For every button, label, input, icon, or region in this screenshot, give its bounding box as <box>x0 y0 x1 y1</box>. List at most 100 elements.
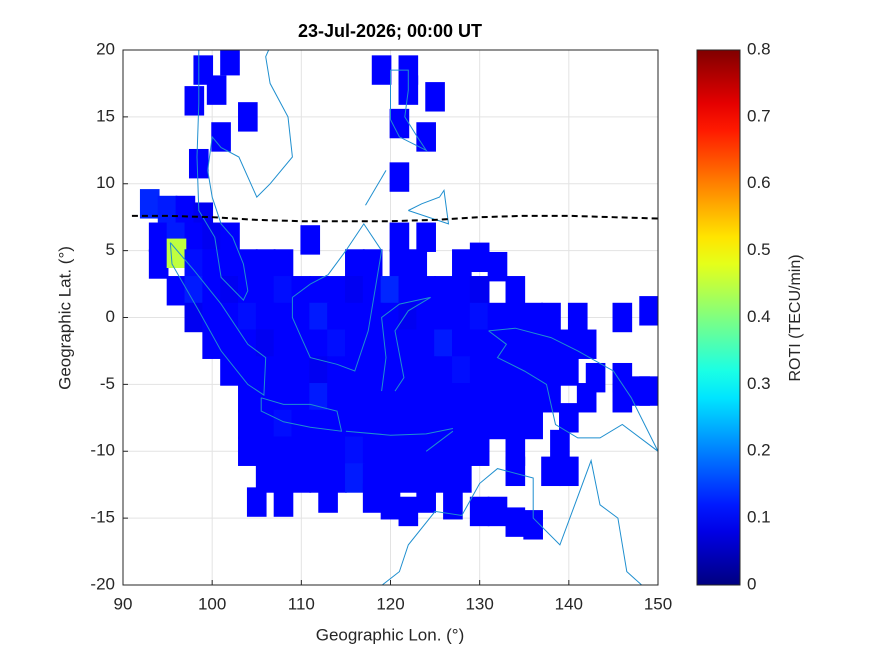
roti-cell <box>238 356 258 386</box>
roti-cell <box>273 302 294 333</box>
roti-cell <box>291 409 312 440</box>
roti-cell <box>469 242 490 273</box>
coastline <box>260 397 343 432</box>
roti-cell <box>639 296 658 326</box>
roti-cell <box>157 195 178 226</box>
roti-cell <box>550 429 570 460</box>
roti-cell <box>567 302 588 333</box>
roti-cell <box>238 383 258 413</box>
roti-cell <box>300 225 321 255</box>
roti-cell <box>220 276 240 306</box>
colorbar-tick-label: 0 <box>747 574 756 593</box>
roti-cell <box>371 55 392 85</box>
roti-cell <box>380 463 401 493</box>
roti-cell <box>220 249 240 279</box>
coastline <box>381 458 643 585</box>
roti-cell <box>255 436 276 466</box>
roti-cell <box>380 356 401 386</box>
y-tick-label: 15 <box>96 106 115 125</box>
roti-cell <box>576 329 597 359</box>
roti-cell <box>523 383 543 413</box>
roti-cell <box>380 436 401 466</box>
roti-cell <box>273 436 294 466</box>
x-tick-label: 110 <box>288 594 315 613</box>
x-tick-label: 120 <box>376 594 404 613</box>
roti-cell <box>318 483 338 513</box>
y-tick-label: 20 <box>96 39 115 58</box>
roti-cell <box>398 383 419 413</box>
roti-cell <box>184 249 205 279</box>
roti-cell <box>398 409 419 440</box>
roti-cell <box>327 383 347 413</box>
roti-cell <box>255 356 276 386</box>
roti-cell <box>255 302 276 333</box>
roti-cell <box>345 409 365 440</box>
roti-cell <box>505 329 526 359</box>
roti-cell <box>469 356 490 386</box>
roti-cell <box>452 409 472 440</box>
colorbar-tick-label: 0.4 <box>747 307 771 326</box>
roti-cell <box>389 249 410 279</box>
roti-cell <box>523 356 543 386</box>
roti-cell <box>452 436 472 466</box>
roti-cell <box>188 148 209 179</box>
roti-cell <box>255 329 276 359</box>
coastline <box>390 69 428 152</box>
dip-equator <box>131 214 658 223</box>
roti-cell <box>434 329 454 359</box>
roti-cell <box>166 276 187 306</box>
roti-cell <box>452 249 472 279</box>
roti-cell <box>202 302 222 333</box>
roti-cell <box>416 356 436 386</box>
colorbar-tick-label: 0.3 <box>747 374 771 393</box>
y-tick-label: 0 <box>106 307 115 326</box>
roti-cell <box>202 276 222 306</box>
roti-cell <box>309 302 329 333</box>
roti-cell <box>434 383 454 413</box>
roti-cell <box>246 487 267 517</box>
roti-cell <box>202 329 222 359</box>
cells <box>139 50 658 540</box>
roti-cell <box>238 302 258 333</box>
roti-cell <box>612 383 633 413</box>
roti-cell <box>434 409 454 440</box>
roti-cell <box>505 507 526 537</box>
roti-cell <box>416 222 436 252</box>
roti-cell <box>487 496 508 527</box>
axes: 90 100 110 120 130 140 150 -20 -15 -10 -5 0 5 10 15 20 0… <box>90 39 770 613</box>
roti-cell <box>389 162 410 192</box>
roti-cell <box>639 376 658 406</box>
roti-cell <box>362 383 383 413</box>
roti-cell <box>362 329 383 359</box>
roti-cell <box>345 329 365 359</box>
roti-cell <box>434 463 454 493</box>
roti-cell <box>345 383 365 413</box>
x-tick-label: 100 <box>198 594 226 613</box>
roti-cell <box>238 436 258 466</box>
roti-cell <box>487 409 508 440</box>
roti-cell <box>273 487 294 517</box>
roti-cell <box>559 456 579 487</box>
roti-cell <box>345 463 365 493</box>
roti-cell <box>255 276 276 306</box>
coastline <box>345 428 453 436</box>
y-tick-label: 10 <box>96 173 115 192</box>
roti-cell <box>220 356 240 386</box>
y-tick-label: -5 <box>100 374 115 393</box>
roti-cell <box>273 329 294 359</box>
roti-cell <box>505 456 526 487</box>
roti-cell <box>309 409 329 440</box>
roti-cell <box>416 329 436 359</box>
y-tick-label: -15 <box>90 508 115 527</box>
roti-cell <box>469 496 490 527</box>
roti-cell <box>255 383 276 413</box>
x-axis-label: Geographic Lon. (°) <box>316 625 465 644</box>
roti-cell <box>220 329 240 359</box>
roti-cell <box>202 222 222 252</box>
roti-cell <box>362 356 383 386</box>
roti-cell <box>523 409 543 440</box>
roti-cell <box>380 302 401 333</box>
roti-cell <box>469 276 490 306</box>
coastline <box>381 296 431 392</box>
roti-cell <box>291 463 312 493</box>
